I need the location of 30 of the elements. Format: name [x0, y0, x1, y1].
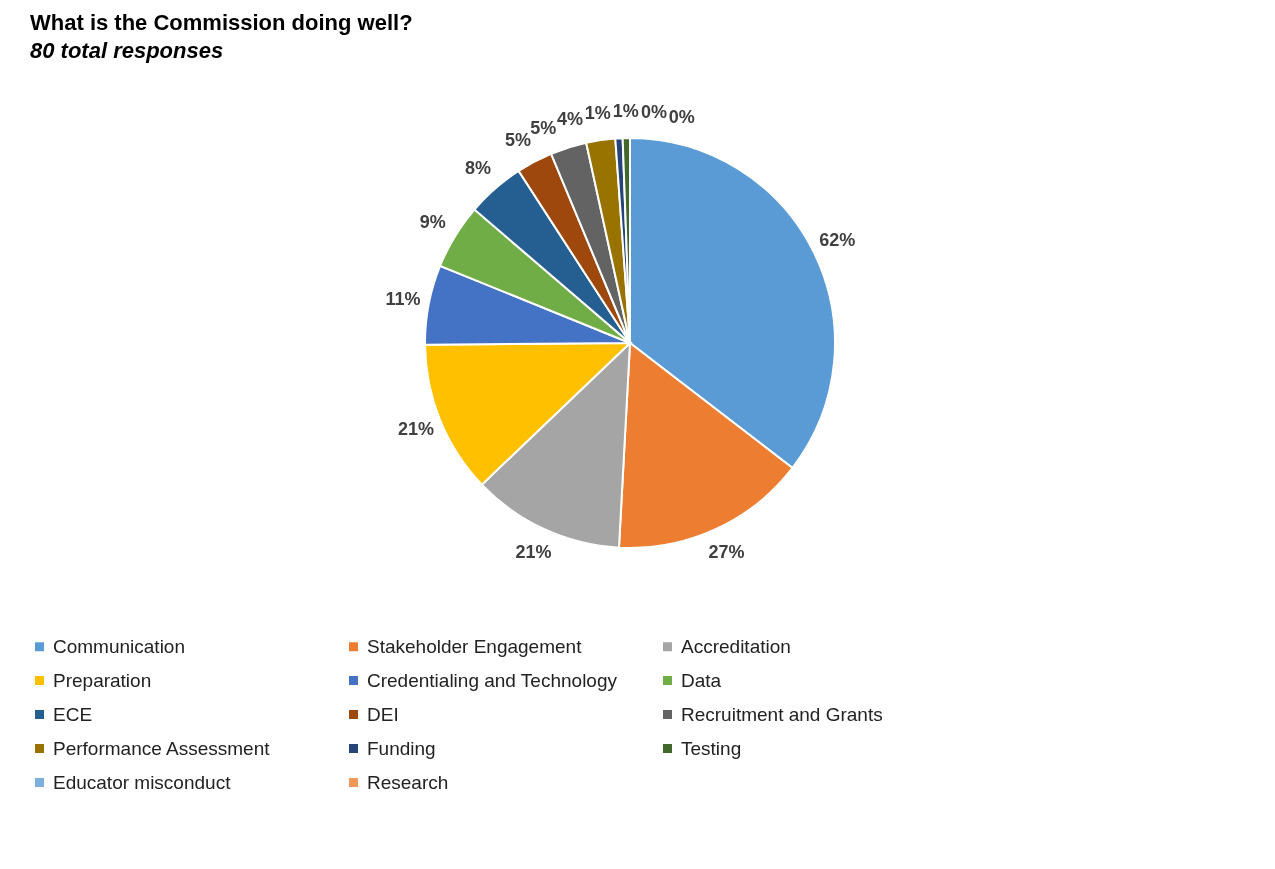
- legend-label: Performance Assessment: [53, 737, 271, 759]
- data-label: 1%: [584, 103, 611, 124]
- data-label: 27%: [708, 541, 745, 562]
- data-label: 1%: [612, 101, 639, 122]
- legend-label: Research: [367, 771, 449, 793]
- chart-title: What is the Commission doing well?: [30, 10, 413, 35]
- legend-label: Preparation: [53, 669, 152, 691]
- text: 0%: [668, 106, 695, 127]
- legend-label: Accreditation: [681, 635, 791, 657]
- legend-label: Data: [681, 669, 722, 691]
- legend-label: Communication: [53, 635, 185, 657]
- data-label: 5%: [530, 117, 557, 138]
- text: 0%: [641, 102, 668, 123]
- legend-label: Educator misconduct: [53, 771, 232, 793]
- legend-label: Testing: [681, 737, 742, 759]
- data-label: 8%: [465, 158, 492, 179]
- data-label: 62%: [819, 229, 856, 250]
- data-label: 11%: [385, 288, 421, 309]
- legend-label: Credentialing and Technology: [367, 669, 618, 691]
- chart-subtitle: 80 total responses: [30, 38, 224, 63]
- legend-label: Stakeholder Engagement: [367, 635, 583, 657]
- data-label: 4%: [557, 108, 584, 129]
- legend-label: ECE: [53, 703, 93, 725]
- legend-label: Recruitment and Grants: [681, 703, 883, 725]
- data-label: 21%: [397, 418, 435, 439]
- data-label: 5%: [504, 130, 531, 151]
- legend-label: DEI: [367, 703, 399, 725]
- data-label: 9%: [419, 211, 446, 232]
- data-label: 21%: [515, 541, 552, 562]
- legend-label: Funding: [367, 737, 436, 759]
